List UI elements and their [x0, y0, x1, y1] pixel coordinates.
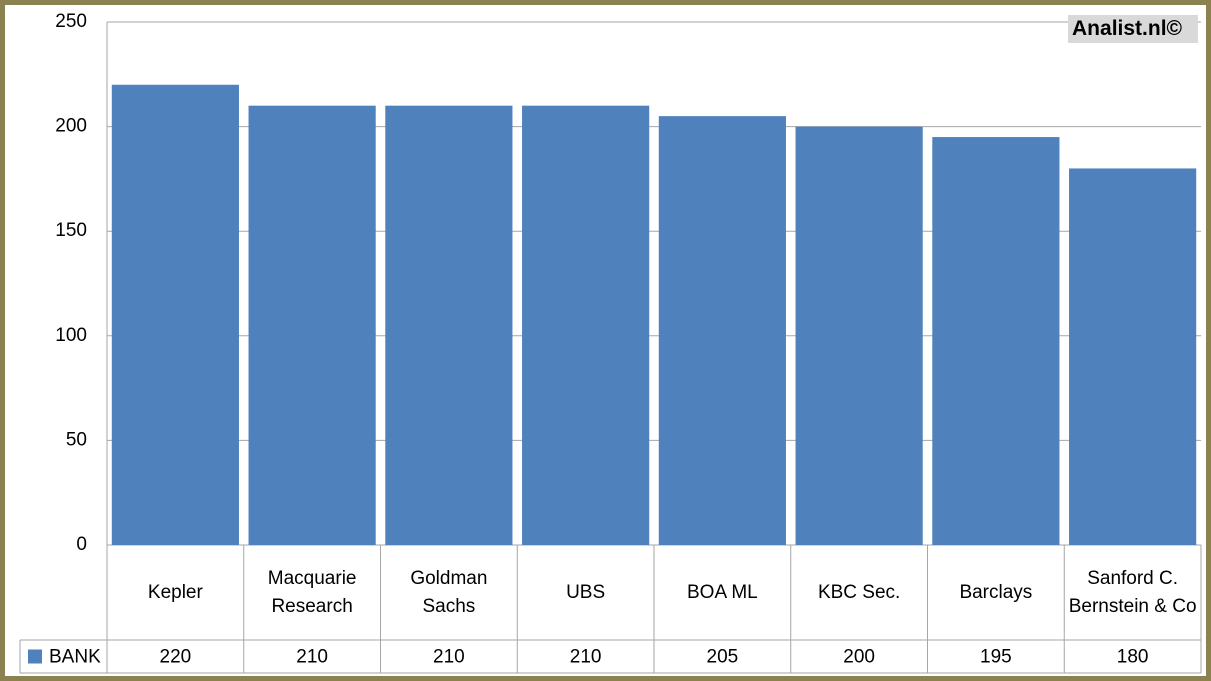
bar	[248, 105, 376, 546]
x-tick-label: Barclays	[959, 581, 1033, 603]
x-tick-label: UBS	[566, 581, 606, 603]
y-tick-label: 200	[55, 116, 87, 137]
legend-label: BANK	[49, 647, 101, 668]
table-value: 195	[980, 647, 1012, 668]
y-tick-label: 50	[66, 429, 87, 450]
bar	[522, 105, 650, 546]
x-tick-label: Kepler	[147, 581, 203, 603]
table-value: 210	[296, 647, 328, 668]
x-tick-label: Macquarie Research	[267, 567, 357, 617]
table-value: 180	[1117, 647, 1149, 668]
table-value: 210	[433, 647, 465, 668]
legend-swatch	[28, 649, 42, 664]
watermark: Analist.nl©	[1068, 15, 1198, 43]
table-value: 210	[570, 647, 602, 668]
bar	[111, 84, 239, 545]
y-tick-label: 0	[76, 534, 87, 555]
y-tick-label: 150	[55, 220, 87, 241]
x-tick-label: Sanford C. Bernstein & Co	[1068, 567, 1197, 617]
y-tick-label: 100	[55, 325, 87, 346]
bar	[932, 137, 1060, 545]
bar	[1069, 168, 1197, 545]
bar	[658, 116, 786, 545]
x-tick-label: BOA ML	[687, 581, 758, 603]
x-tick-label: Goldman Sachs	[410, 567, 488, 617]
bar	[795, 126, 923, 545]
table-value: 200	[843, 647, 875, 668]
y-tick-label: 250	[55, 11, 87, 32]
table-value: 205	[707, 647, 739, 668]
bar	[385, 105, 513, 546]
table-value: 220	[160, 647, 192, 668]
x-tick-label: KBC Sec.	[817, 581, 901, 603]
